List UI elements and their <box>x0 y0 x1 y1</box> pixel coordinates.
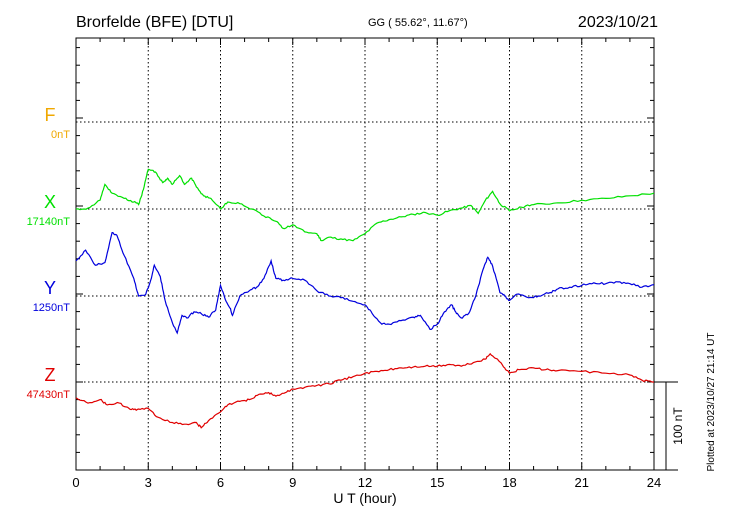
series-baseline-y: 1250nT <box>33 302 71 314</box>
x-tick-label: 0 <box>72 475 79 490</box>
trace-x <box>75 168 655 242</box>
series-baseline-z: 47430nT <box>27 389 71 401</box>
trace-y <box>75 232 655 335</box>
series-name-y: Y <box>44 278 56 298</box>
trace-z <box>75 352 654 429</box>
x-tick-label: 18 <box>502 475 516 490</box>
plotted-timestamp: Plotted at 2023/10/27 21:14 UT <box>706 333 717 472</box>
series-name-z: Z <box>45 365 56 385</box>
traces <box>75 168 655 429</box>
x-tick-label: 12 <box>358 475 372 490</box>
series-labels: F 0nT X 17140nT Y 1250nT Z 47430nT <box>27 105 71 401</box>
x-tick-label: 24 <box>647 475 661 490</box>
scale-bar-label: 100 nT <box>671 407 685 445</box>
x-tick-label: 6 <box>217 475 224 490</box>
date-label: 2023/10/21 <box>578 14 658 31</box>
x-tick-label: 3 <box>145 475 152 490</box>
x-tick-label: 15 <box>430 475 444 490</box>
coordinates-label: GG ( 55.62°, 11.67°) <box>368 17 468 29</box>
series-name-x: X <box>44 192 56 212</box>
station-title: Brorfelde (BFE) [DTU] <box>76 14 233 31</box>
x-ticks: 0 3 6 9 12 15 18 21 24 <box>72 38 661 490</box>
grid <box>76 38 654 471</box>
scale-bar: 100 nT <box>654 381 685 471</box>
series-baseline-f: 0nT <box>51 129 70 141</box>
x-tick-label: 21 <box>575 475 589 490</box>
x-tick-label: 9 <box>289 475 296 490</box>
series-name-f: F <box>45 105 56 125</box>
series-baseline-x: 17140nT <box>27 216 71 228</box>
x-axis-label: U T (hour) <box>333 490 396 506</box>
